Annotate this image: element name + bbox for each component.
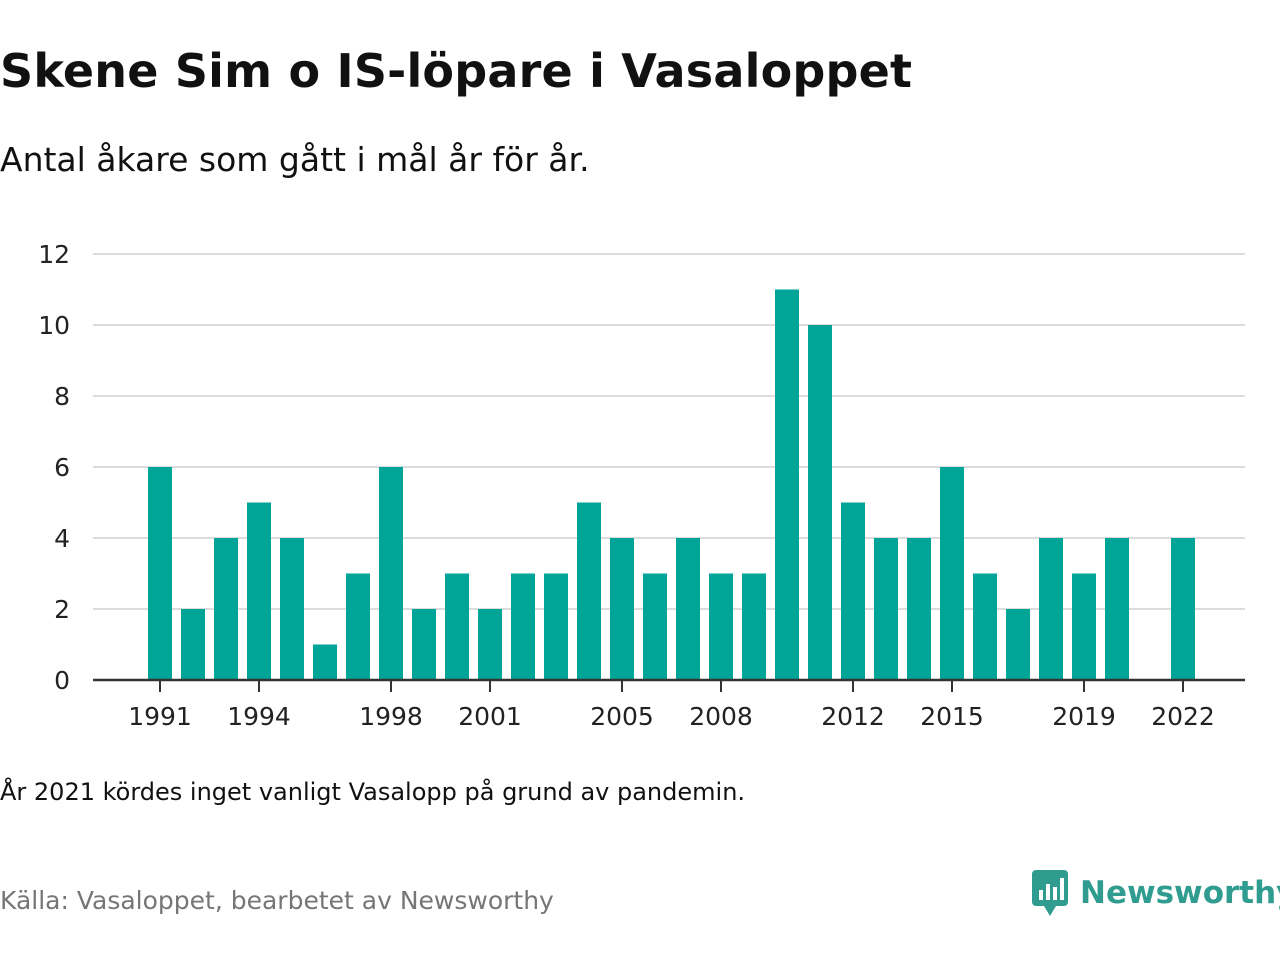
bar-1998 — [379, 467, 403, 680]
bar-2003 — [544, 573, 568, 680]
y-tick-label-2: 2 — [54, 595, 70, 624]
x-tick-label-2015: 2015 — [920, 702, 984, 731]
bar-1997 — [346, 573, 370, 680]
chart-subtitle: Antal åkare som gått i mål år för år. — [0, 140, 590, 179]
y-tick-label-0: 0 — [54, 666, 70, 695]
x-tick-label-1991: 1991 — [128, 702, 192, 731]
bar-2012 — [841, 502, 865, 680]
bar-2006 — [643, 573, 667, 680]
bar-2007 — [676, 538, 700, 680]
bar-1996 — [313, 644, 337, 680]
bar-2009 — [742, 573, 766, 680]
bar-1999 — [412, 609, 436, 680]
bar-2017 — [1006, 609, 1030, 680]
bar-2015 — [940, 467, 964, 680]
bar-2018 — [1039, 538, 1063, 680]
chart-title: Skene Sim o IS-löpare i Vasaloppet — [0, 44, 913, 98]
bars — [148, 289, 1195, 680]
footnote: År 2021 kördes inget vanligt Vasalopp på… — [0, 778, 746, 806]
bar-2010 — [775, 289, 799, 680]
tick-labels: 0 2 4 6 8 10 12 1991 1994 1998 2001 2005 2008 2012 201… — [38, 240, 1215, 731]
bar-1991 — [148, 467, 172, 680]
bar-1992 — [181, 609, 205, 680]
y-tick-label-12: 12 — [38, 240, 70, 269]
brand-name: Newsworthy — [1080, 875, 1280, 911]
bar-2000 — [445, 573, 469, 680]
bar-2001 — [478, 609, 502, 680]
bar-1993 — [214, 538, 238, 680]
x-tick-label-1998: 1998 — [359, 702, 423, 731]
bar-2020 — [1105, 538, 1129, 680]
bar-chart: 0 2 4 6 8 10 12 1991 1994 1998 2001 2005 2008 2012 201… — [38, 240, 1245, 731]
x-tick-label-2022: 2022 — [1151, 702, 1215, 731]
bar-2005 — [610, 538, 634, 680]
y-tick-label-6: 6 — [54, 453, 70, 482]
x-tick-label-2008: 2008 — [689, 702, 753, 731]
bar-2016 — [973, 573, 997, 680]
bar-2022 — [1171, 538, 1195, 680]
bar-2013 — [874, 538, 898, 680]
x-tick-label-2005: 2005 — [590, 702, 654, 731]
x-tick-label-2019: 2019 — [1052, 702, 1116, 731]
bar-1994 — [247, 502, 271, 680]
bar-2004 — [577, 502, 601, 680]
x-tick-label-2001: 2001 — [458, 702, 522, 731]
bar-2014 — [907, 538, 931, 680]
bar-2008 — [709, 573, 733, 680]
axes — [93, 678, 1245, 692]
source-text: Källa: Vasaloppet, bearbetet av Newswort… — [0, 886, 554, 915]
brand-logo: Newsworthy — [1030, 868, 1280, 918]
y-tick-label-10: 10 — [38, 311, 70, 340]
y-tick-label-4: 4 — [54, 524, 70, 553]
y-tick-label-8: 8 — [54, 382, 70, 411]
bar-1995 — [280, 538, 304, 680]
newsworthy-logo-icon — [1032, 870, 1068, 916]
x-tick-label-1994: 1994 — [227, 702, 291, 731]
bar-2011 — [808, 325, 832, 680]
bar-2019 — [1072, 573, 1096, 680]
x-tick-label-2012: 2012 — [821, 702, 885, 731]
bar-2002 — [511, 573, 535, 680]
